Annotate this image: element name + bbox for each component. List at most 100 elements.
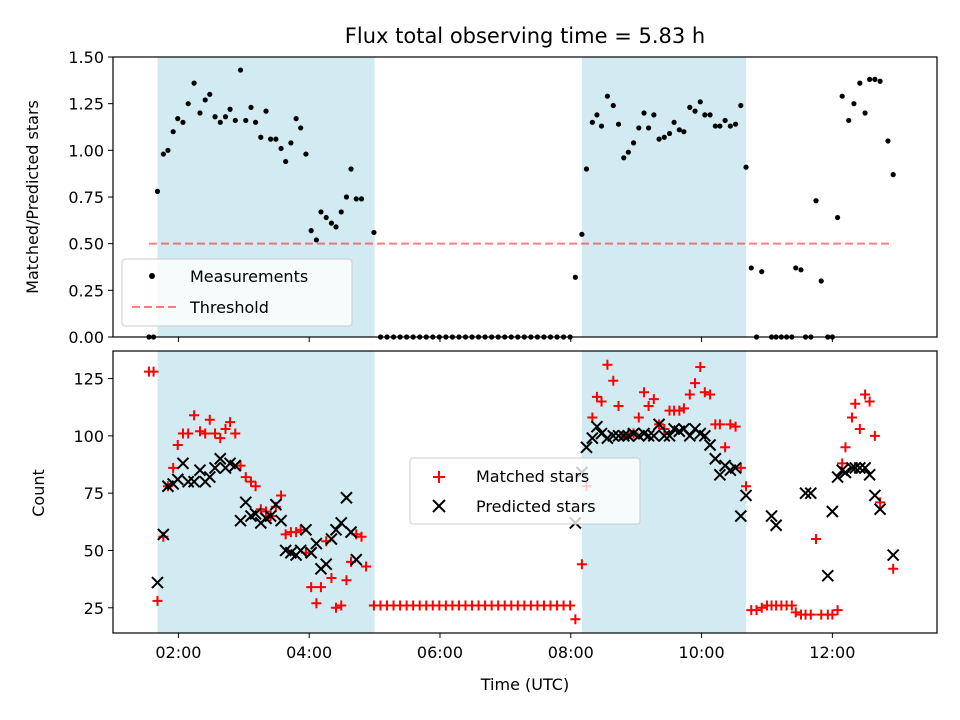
legend-label-measurements: Measurements [190, 267, 308, 286]
legend-bottom: Matched stars Predicted stars [409, 457, 641, 525]
predicted-star-point [734, 509, 748, 523]
measurement-point [872, 76, 878, 82]
top-panel-series [146, 67, 896, 340]
matched-star-point [639, 387, 650, 398]
matched-star-point [341, 575, 352, 586]
measurement-point [170, 129, 176, 135]
measurement-point [818, 278, 824, 284]
x-axis-label: Time (UTC) [480, 675, 569, 694]
matched-star-point [356, 531, 367, 542]
predicted-star-point [214, 452, 227, 465]
y-tick-label-bottom: 75 [84, 484, 104, 503]
predicted-star-point [886, 548, 900, 562]
matched-star-point [200, 428, 211, 439]
matched-star-point [725, 419, 736, 430]
measurement-point [323, 214, 329, 221]
matched-star-point [854, 423, 865, 434]
measurement-point [237, 67, 244, 73]
matched-star-point [741, 481, 752, 492]
measurement-point [722, 117, 728, 124]
measurement-point [646, 125, 652, 131]
y-tick-label-top: 0.25 [68, 281, 104, 300]
matched-star-point [189, 410, 200, 421]
measurement-point [273, 136, 279, 142]
predicted-star-point [350, 553, 363, 566]
predicted-star-point [765, 509, 778, 523]
matched-star-point [827, 609, 838, 620]
measurement-point [834, 214, 841, 221]
measurement-point [759, 269, 765, 275]
predicted-star-point [157, 528, 170, 541]
measurement-point [185, 101, 191, 107]
predicted-star-point [713, 468, 727, 482]
y-tick-label-top: 0.00 [68, 328, 104, 347]
matched-star-point [168, 462, 179, 473]
matched-star-point [695, 362, 706, 373]
measurement-point [656, 136, 662, 142]
predicted-star-point [858, 461, 872, 475]
matched-star-point [633, 412, 644, 423]
measurement-point [615, 121, 622, 127]
measurement-point [651, 112, 657, 118]
matched-star-point [608, 375, 619, 386]
measurement-point [851, 101, 857, 107]
predicted-star-point [249, 507, 262, 520]
predicted-star-point [151, 576, 164, 589]
measurement-point [180, 119, 186, 125]
predicted-star-point [709, 452, 722, 465]
measurement-point [661, 134, 667, 140]
measurement-point [222, 114, 229, 120]
predicted-star-point [325, 532, 338, 546]
measurement-point [630, 140, 637, 146]
observing-span-bottom-1 [157, 351, 375, 633]
measurement-point [666, 130, 673, 137]
predicted-star-point [229, 459, 242, 472]
matched-star-point [306, 582, 317, 593]
predicted-star-point [187, 475, 201, 488]
predicted-star-point [739, 489, 753, 502]
predicted-star-point [264, 509, 277, 523]
y-tick-label-top: 1.00 [68, 141, 104, 160]
measurement-point [288, 140, 294, 146]
predicted-star-point [868, 489, 882, 502]
measurement-point [712, 123, 718, 129]
matched-star-point [860, 389, 871, 400]
measurement-point [343, 194, 350, 200]
matched-star-point [215, 433, 226, 444]
predicted-star-point [203, 470, 216, 484]
measurement-point [212, 114, 218, 120]
bottom-panel-series [143, 359, 900, 625]
matched-star-point [811, 534, 822, 544]
y-tick-label-bottom: 50 [84, 541, 104, 560]
measurement-point [293, 116, 299, 122]
matched-star-point [204, 414, 215, 425]
measurement-point [885, 138, 891, 144]
matched-star-point [361, 561, 372, 572]
matched-star-point [720, 442, 731, 453]
measurement-point [867, 76, 873, 82]
measurement-point [621, 155, 627, 161]
measurement-point [333, 224, 339, 230]
measurement-point [857, 80, 863, 86]
predicted-star-point [873, 502, 887, 516]
matched-star-point [220, 423, 231, 434]
y-tick-label-bottom: 25 [84, 599, 104, 618]
measurement-point [207, 91, 213, 97]
matched-star-point [172, 440, 183, 450]
measurement-point [839, 93, 845, 99]
matched-star-point [148, 366, 159, 377]
measurement-point [268, 136, 274, 142]
matched-star-point [735, 462, 746, 473]
measurement-point [813, 198, 819, 204]
predicted-star-point [821, 569, 834, 582]
legend-top: Measurements Threshold [121, 258, 353, 327]
observing-span-top-2 [581, 57, 747, 337]
matched-star-point [690, 378, 701, 389]
measurement-point [318, 209, 324, 215]
predicted-star-point [208, 461, 222, 475]
measurement-point [862, 110, 868, 116]
measurement-point [227, 106, 233, 112]
matched-star-point [295, 524, 306, 535]
matched-star-point [183, 428, 194, 439]
matched-star-point [336, 600, 347, 611]
